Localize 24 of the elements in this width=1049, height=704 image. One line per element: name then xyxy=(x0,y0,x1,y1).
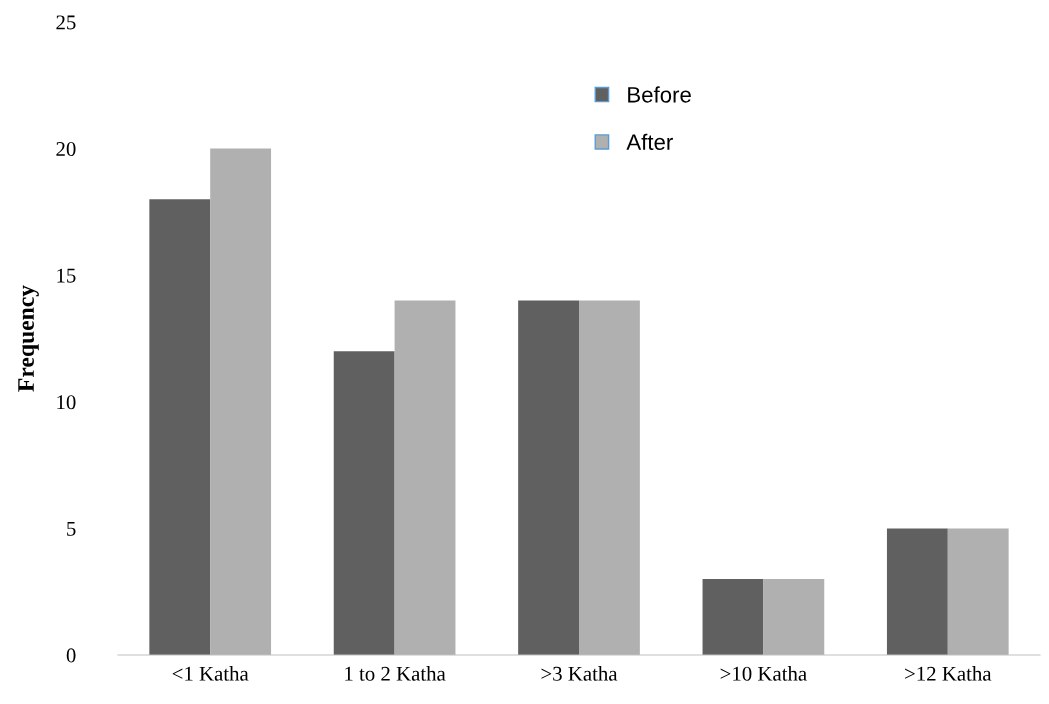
bar xyxy=(333,351,395,655)
x-tick-label: <1 Katha xyxy=(172,666,249,681)
y-tick-label: 5 xyxy=(67,521,76,536)
x-tick-label: 1 to 2 Katha xyxy=(345,666,446,681)
x-tick-label: >3 Katha xyxy=(541,666,618,681)
bar xyxy=(702,579,764,655)
y-tick-label: 15 xyxy=(57,268,76,283)
bar xyxy=(579,300,640,655)
x-tick-label: >10 Katha xyxy=(720,666,807,681)
bar xyxy=(763,579,825,655)
legend-label: After xyxy=(626,133,673,151)
x-tick-label: >12 Katha xyxy=(905,666,992,681)
bar xyxy=(947,528,1009,655)
bar xyxy=(149,199,211,655)
legend-label: Before xyxy=(628,86,691,103)
bar xyxy=(210,148,272,655)
bar xyxy=(518,300,579,655)
y-tick-label: 10 xyxy=(57,395,76,410)
y-tick-label: 25 xyxy=(56,15,76,30)
y-axis-title: Frequency xyxy=(18,285,39,392)
bar xyxy=(394,300,456,655)
y-tick-label: 0 xyxy=(66,648,76,663)
bar xyxy=(886,528,948,655)
y-tick-label: 20 xyxy=(56,141,76,157)
